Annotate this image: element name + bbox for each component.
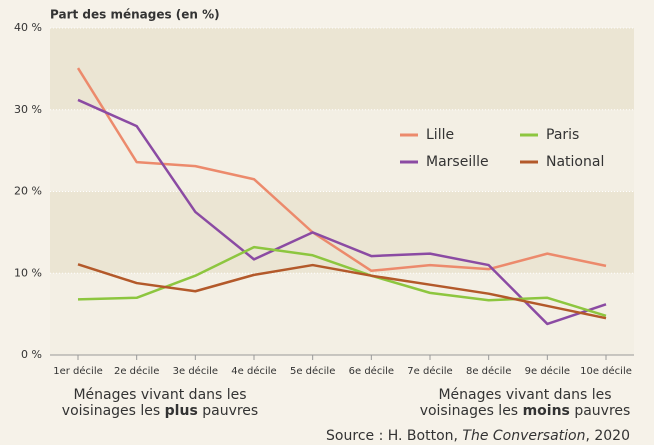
source: Source : H. Botton, The Conversation, 20… [326, 428, 630, 444]
right-note: voisinages les moins pauvres [420, 403, 631, 419]
x-tick-label: 4e décile [231, 365, 276, 377]
x-tick-label: 5e décile [290, 365, 335, 377]
series-line [77, 263, 607, 320]
x-tick-label: 2e décile [114, 365, 159, 377]
band [50, 28, 634, 110]
legend-label: Marseille [426, 154, 489, 170]
note-text: pauvres [574, 403, 630, 419]
x-tick-label: 10e décile [580, 365, 632, 377]
note-text: voisinages les [62, 403, 160, 419]
x-tick-label: 8e décile [466, 365, 511, 377]
y-tick-label: 20 % [14, 185, 42, 198]
series-line [76, 67, 607, 273]
left-note: Ménages vivant dans les [73, 387, 246, 403]
band [50, 273, 634, 355]
band [50, 109, 634, 192]
x-tick-label: 7e décile [407, 365, 452, 377]
y-tick-label: 30 % [14, 103, 42, 116]
y-tick-label: 40 % [14, 21, 42, 34]
y-tick-label: 10 % [14, 266, 42, 279]
source-italic: The Conversation [462, 428, 585, 444]
note-bold: moins [523, 403, 570, 419]
x-tick-label: 6e décile [349, 365, 394, 377]
band [50, 191, 634, 274]
source-text: , 2020 [585, 428, 630, 444]
note-text: voisinages les [420, 403, 518, 419]
source-text: Source : H. Botton, [326, 428, 458, 444]
x-tick-label: 1er décile [53, 365, 103, 377]
note-text: pauvres [202, 403, 258, 419]
x-tick-label: 9e décile [525, 365, 570, 377]
right-note: Ménages vivant dans les [438, 387, 611, 403]
legend-label: Lille [426, 127, 454, 143]
series-line [77, 98, 607, 326]
left-note: voisinages les plus pauvres [62, 403, 258, 419]
y-tick-label: 0 % [21, 348, 42, 361]
legend-label: Paris [546, 127, 579, 143]
y-axis-label: Part des ménages (en %) [50, 8, 220, 22]
x-tick-label: 3e décile [173, 365, 218, 377]
note-bold: plus [165, 403, 198, 419]
legend-label: National [546, 154, 604, 170]
